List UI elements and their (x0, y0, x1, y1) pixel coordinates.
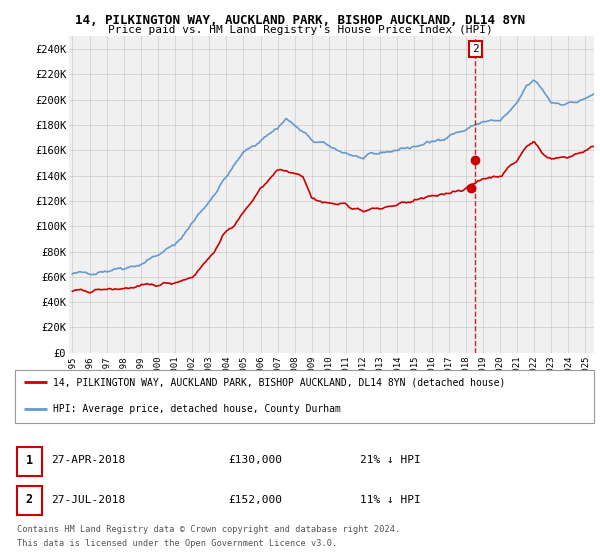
Text: 2: 2 (26, 493, 33, 506)
FancyBboxPatch shape (15, 370, 594, 423)
Text: 14, PILKINGTON WAY, AUCKLAND PARK, BISHOP AUCKLAND, DL14 8YN (detached house): 14, PILKINGTON WAY, AUCKLAND PARK, BISHO… (53, 377, 505, 388)
Text: Contains HM Land Registry data © Crown copyright and database right 2024.: Contains HM Land Registry data © Crown c… (17, 525, 400, 534)
Text: 2: 2 (472, 44, 479, 54)
Text: 27-JUL-2018: 27-JUL-2018 (51, 494, 125, 505)
Text: £152,000: £152,000 (228, 494, 282, 505)
Text: This data is licensed under the Open Government Licence v3.0.: This data is licensed under the Open Gov… (17, 539, 337, 548)
Text: Price paid vs. HM Land Registry's House Price Index (HPI): Price paid vs. HM Land Registry's House … (107, 25, 493, 35)
Text: 27-APR-2018: 27-APR-2018 (51, 455, 125, 465)
Text: 21% ↓ HPI: 21% ↓ HPI (360, 455, 421, 465)
Text: 14, PILKINGTON WAY, AUCKLAND PARK, BISHOP AUCKLAND, DL14 8YN: 14, PILKINGTON WAY, AUCKLAND PARK, BISHO… (75, 14, 525, 27)
Text: 1: 1 (26, 454, 33, 467)
Text: 11% ↓ HPI: 11% ↓ HPI (360, 494, 421, 505)
Text: £130,000: £130,000 (228, 455, 282, 465)
Text: HPI: Average price, detached house, County Durham: HPI: Average price, detached house, Coun… (53, 404, 341, 414)
